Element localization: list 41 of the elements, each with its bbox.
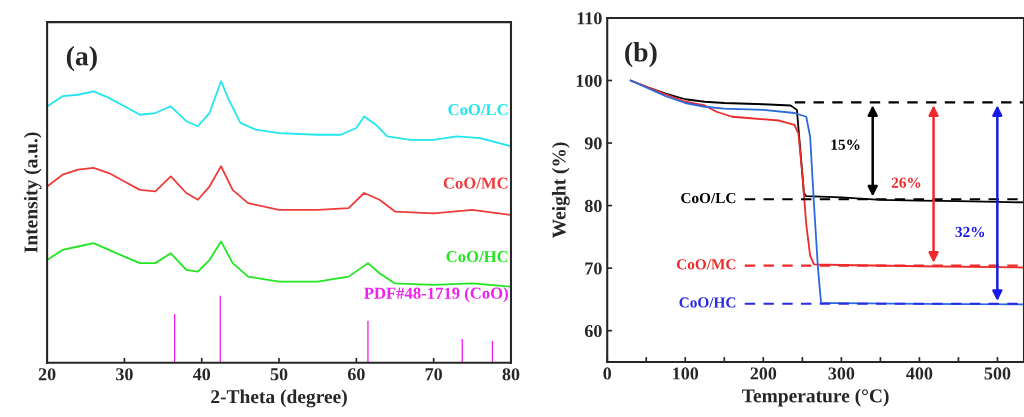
x-tick-label: 20 <box>38 368 56 381</box>
x-tick-label: 300 <box>828 367 855 380</box>
x-tick-label: 30 <box>116 368 133 381</box>
annotation: 26% <box>891 177 921 188</box>
x-tick-label: 500 <box>984 367 1011 380</box>
x-tick-label: 100 <box>673 367 699 380</box>
line-series <box>629 79 1024 306</box>
x-axis-title: 2-Theta (degree) <box>211 389 347 408</box>
bar <box>365 319 370 363</box>
bar <box>172 312 177 363</box>
x-axis-title: Temperature (°C) <box>742 388 889 407</box>
annotation: 32% <box>955 226 985 238</box>
y-tick-label: 110 <box>577 12 602 25</box>
y-axis-title: Intensity (a.u.) <box>23 132 42 253</box>
ref-line-label: CoO/LC <box>681 192 736 204</box>
y-axis-title: Weight (%) <box>551 142 570 238</box>
series-label: CoO/LC <box>448 104 508 116</box>
ref-line-label: CoO/MC <box>676 259 736 270</box>
ref-line-label: CoO/HC <box>679 297 736 308</box>
bar <box>460 337 465 363</box>
y-tick-label: 60 <box>584 324 602 338</box>
x-tick-label: 40 <box>192 368 211 381</box>
y-tick-label: 90 <box>584 137 602 150</box>
annotation: 15% <box>831 139 860 150</box>
chart-title: (a) <box>66 45 97 72</box>
x-tick-label: 200 <box>750 367 777 380</box>
text: (b) <box>625 42 657 68</box>
x-tick-label: 50 <box>270 368 288 381</box>
series-label: PDF#48-1719 (CoO) <box>364 287 508 303</box>
x-tick-label: 70 <box>425 368 442 381</box>
x-tick-label: 60 <box>347 368 365 381</box>
x-tick-label: 0 <box>603 367 612 380</box>
y-tick-label: 70 <box>585 262 602 275</box>
y-tick-label: 100 <box>576 74 602 87</box>
bar <box>490 339 495 363</box>
x-tick-label: 80 <box>502 368 520 381</box>
series-label: CoO/HC <box>446 251 508 263</box>
y-tick-label: 80 <box>584 199 602 213</box>
x-tick-label: 400 <box>906 367 933 380</box>
bar <box>218 294 223 363</box>
series-label: CoO/MC <box>443 177 508 189</box>
